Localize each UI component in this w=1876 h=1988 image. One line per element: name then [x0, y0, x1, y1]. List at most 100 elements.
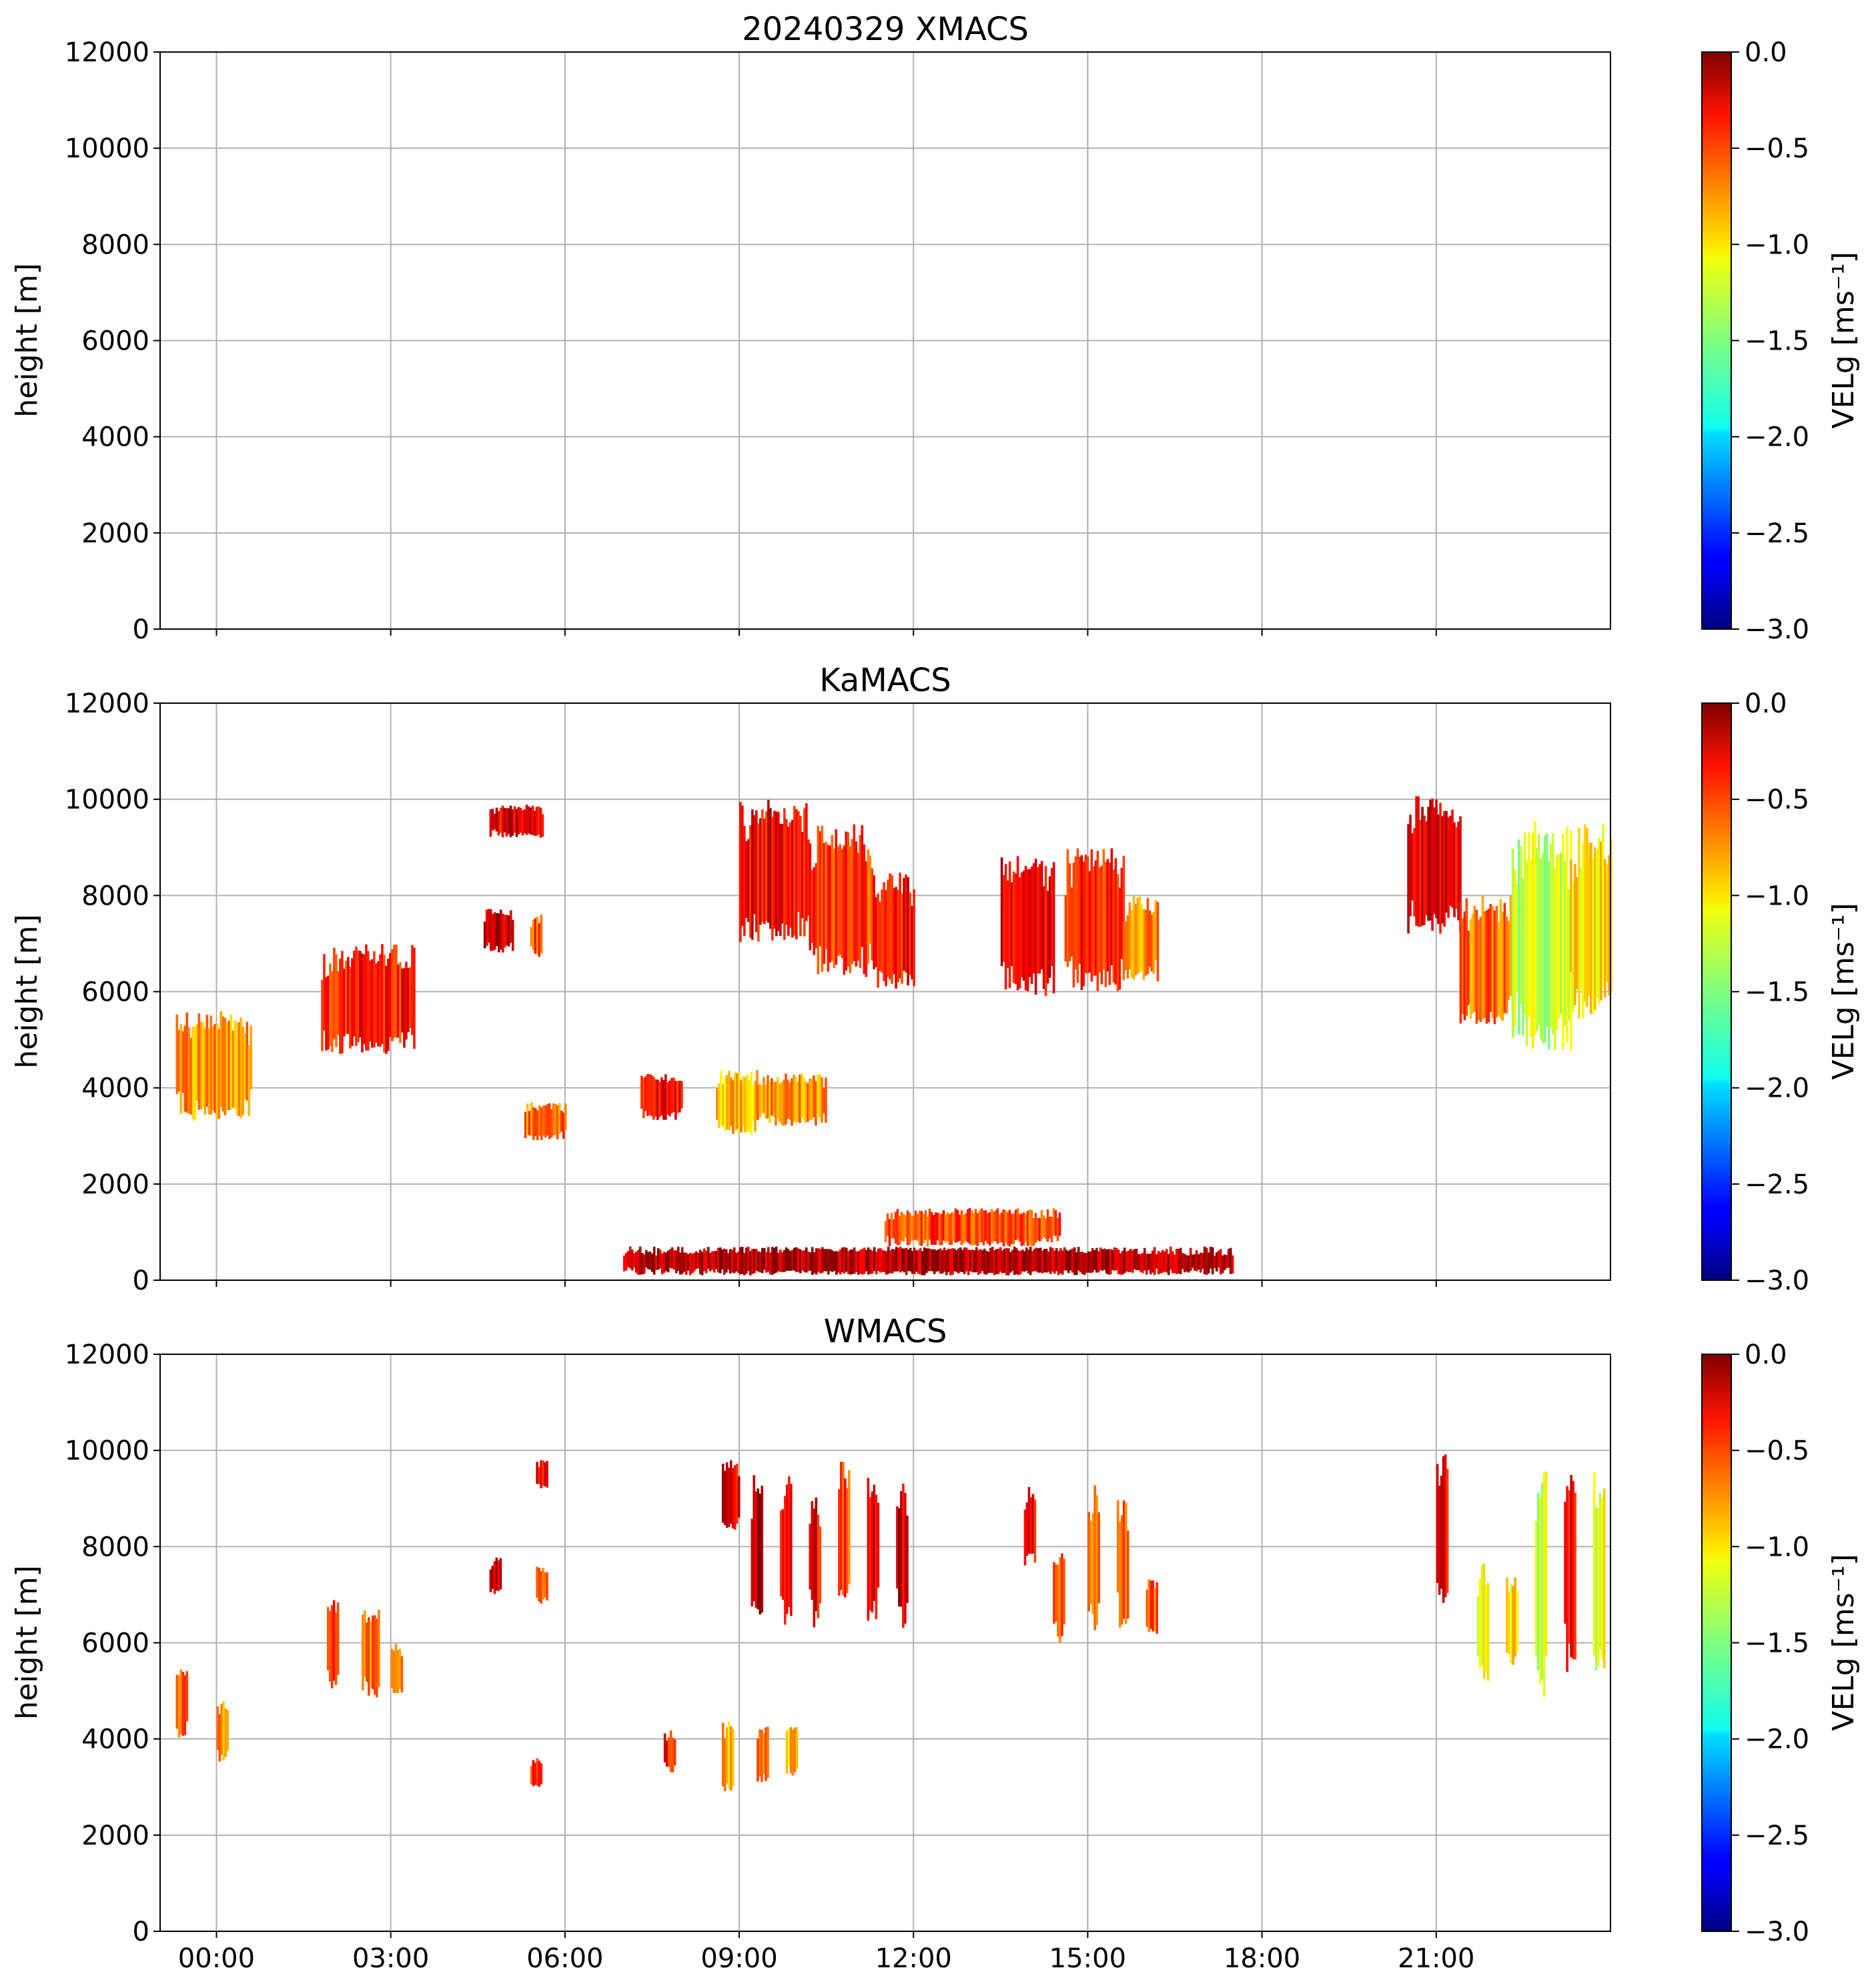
kamacs-echo-19-column	[1023, 1251, 1026, 1272]
wmacs-colorbar: 0.0 −0.5 −1.0 −1.5 −2.0 −2.5 −3.0 VELg [ms⁻¹]	[1701, 1340, 1861, 1947]
wmacs-echo-21	[1053, 1553, 1065, 1643]
kamacs-echo-18-column	[1602, 823, 1604, 988]
kamacs-echo-19-column	[939, 1248, 942, 1274]
wmacs-echo-9	[663, 1730, 676, 1773]
kamacs-echo-17-column	[1557, 855, 1560, 1018]
kamacs-echo-19-column	[674, 1250, 678, 1274]
wmacs-ytick-label-1: 2000	[81, 1821, 149, 1851]
kamacs-echo-20-column	[904, 1215, 907, 1238]
kamacs-echo-2-column	[529, 807, 532, 835]
kamacs-echo-12-column	[1030, 866, 1033, 984]
kamacs-echo-0-column	[244, 1033, 247, 1099]
kamacs-echo-3-column	[497, 913, 500, 953]
kamacs-echo-20-column	[924, 1210, 927, 1240]
wmacs-echo-10-column	[721, 1722, 725, 1787]
kamacs-echo-2-column	[533, 811, 536, 836]
kamacs-echo-9-column	[761, 809, 764, 923]
kamacs-echo-19-column	[1149, 1254, 1152, 1275]
kamacs-echo-1-column	[389, 953, 392, 1037]
kamacs-echo-5-column	[554, 1103, 557, 1135]
wmacs-echo-5	[489, 1557, 502, 1594]
kamacs-echo-17-column	[1565, 827, 1568, 1043]
kamacs-ytick-label-6: 12000	[65, 688, 149, 719]
kamacs-echo-13-column	[1112, 869, 1115, 983]
kamacs-echo-6-column	[680, 1081, 683, 1109]
kamacs-echo-18-column	[1580, 867, 1582, 990]
xmacs-y-axis-label: height [m]	[10, 263, 44, 417]
kamacs-echo-11-column	[903, 878, 905, 971]
kamacs-echo-20-column	[944, 1214, 947, 1243]
kamacs-echo-11-column	[887, 879, 889, 977]
kamacs-echo-20-column	[974, 1209, 977, 1246]
kamacs-echo-19-column	[1225, 1255, 1228, 1269]
kamacs-echo-12-column	[1006, 881, 1009, 969]
kamacs-echo-12-column	[1028, 869, 1031, 977]
wmacs-echo-0-column	[177, 1675, 181, 1738]
kamacs-echo-19-column	[636, 1250, 640, 1275]
kamacs-echo-19-column	[897, 1248, 900, 1272]
kamacs-echo-5	[524, 1102, 567, 1140]
wmacs-echo-23	[1116, 1500, 1129, 1628]
wmacs-echo-0-column	[181, 1672, 185, 1736]
kamacs-echo-2-column	[493, 813, 496, 830]
kamacs-echo-8-column	[803, 1077, 805, 1121]
kamacs-echo-0-column	[217, 1029, 221, 1119]
kamacs-echo-6-column	[658, 1081, 661, 1117]
wmacs-echo-7-column	[546, 1572, 548, 1601]
kamacs-echo-13-column	[1116, 873, 1119, 991]
wmacs-echo-16-column	[811, 1501, 814, 1600]
kamacs-echo-20-column	[1024, 1213, 1027, 1242]
kamacs-echo-1-column	[367, 951, 370, 1051]
kamacs-echo-19-column	[883, 1250, 886, 1272]
kamacs-echo-19-column	[749, 1251, 752, 1276]
wmacs-echo-19-column	[898, 1508, 901, 1607]
kamacs-echo-1-column	[359, 951, 362, 1038]
kamacs-echo-12-column	[1032, 863, 1035, 974]
kamacs-echo-6-column	[650, 1075, 653, 1117]
kamacs-echo-14-column	[1136, 897, 1139, 974]
wmacs-echo-30-column	[1596, 1508, 1600, 1666]
kamacs-echo-10-column	[825, 841, 828, 949]
kamacs-echo-17-column	[1517, 839, 1520, 1035]
wmacs-echo-24-column	[1153, 1588, 1157, 1632]
wmacs-echo-7	[536, 1566, 548, 1604]
kamacs-echo-19-column	[731, 1250, 734, 1273]
kamacs-echo-19-column	[1189, 1248, 1192, 1271]
wmacs-echo-28-column	[1534, 1521, 1538, 1656]
wmacs-echo-18-column	[875, 1494, 878, 1620]
wmacs-echo-12-column	[785, 1730, 789, 1774]
kamacs-echo-15-column	[1415, 796, 1418, 926]
wmacs-echo-0-column	[175, 1674, 179, 1729]
kamacs-echo-19-column	[769, 1252, 772, 1275]
kamacs-echo-0-column	[193, 1026, 197, 1121]
kamacs-echo-9-column	[755, 810, 758, 933]
kamacs-echo-20-column	[976, 1213, 979, 1246]
kamacs-echo-15-column	[1439, 803, 1442, 934]
kamacs-echo-6-column	[652, 1077, 655, 1120]
kamacs-echo-19-column	[1209, 1246, 1212, 1269]
wmacs-echo-27-column	[1510, 1584, 1512, 1664]
wmacs-echo-29-column	[1568, 1490, 1570, 1644]
wmacs-echo-30-column	[1602, 1488, 1606, 1669]
kamacs-echo-19-column	[1105, 1249, 1108, 1274]
kamacs-echo-19-column	[997, 1248, 1000, 1274]
kamacs-colorbar-scale	[1701, 702, 1732, 1281]
kamacs-echo-6-column	[674, 1081, 677, 1120]
kamacs-echo-8-column	[801, 1073, 803, 1119]
kamacs-echo-19-column	[1041, 1250, 1044, 1274]
wmacs-cb-tick-label-0: 0.0	[1745, 1340, 1787, 1370]
kamacs-echo-20-column	[948, 1214, 951, 1246]
wmacs-echo-21-column	[1053, 1562, 1055, 1624]
wmacs-echo-15-column	[779, 1510, 783, 1597]
wmacs-echo-3-column	[370, 1621, 372, 1688]
kamacs-echo-19-column	[624, 1252, 628, 1271]
kamacs-echo-18-column	[1584, 824, 1586, 1002]
wmacs-echo-21-column	[1057, 1564, 1059, 1637]
kamacs-echo-10-column	[811, 870, 814, 943]
wmacs-echo-13-column	[721, 1463, 725, 1523]
kamacs-echo-1-column	[355, 946, 358, 1046]
kamacs-echo-19-column	[735, 1253, 738, 1272]
kamacs-echo-19-column	[833, 1251, 836, 1272]
kamacs-echo-20-column	[1022, 1212, 1025, 1246]
kamacs-echo-2-column	[537, 806, 540, 835]
